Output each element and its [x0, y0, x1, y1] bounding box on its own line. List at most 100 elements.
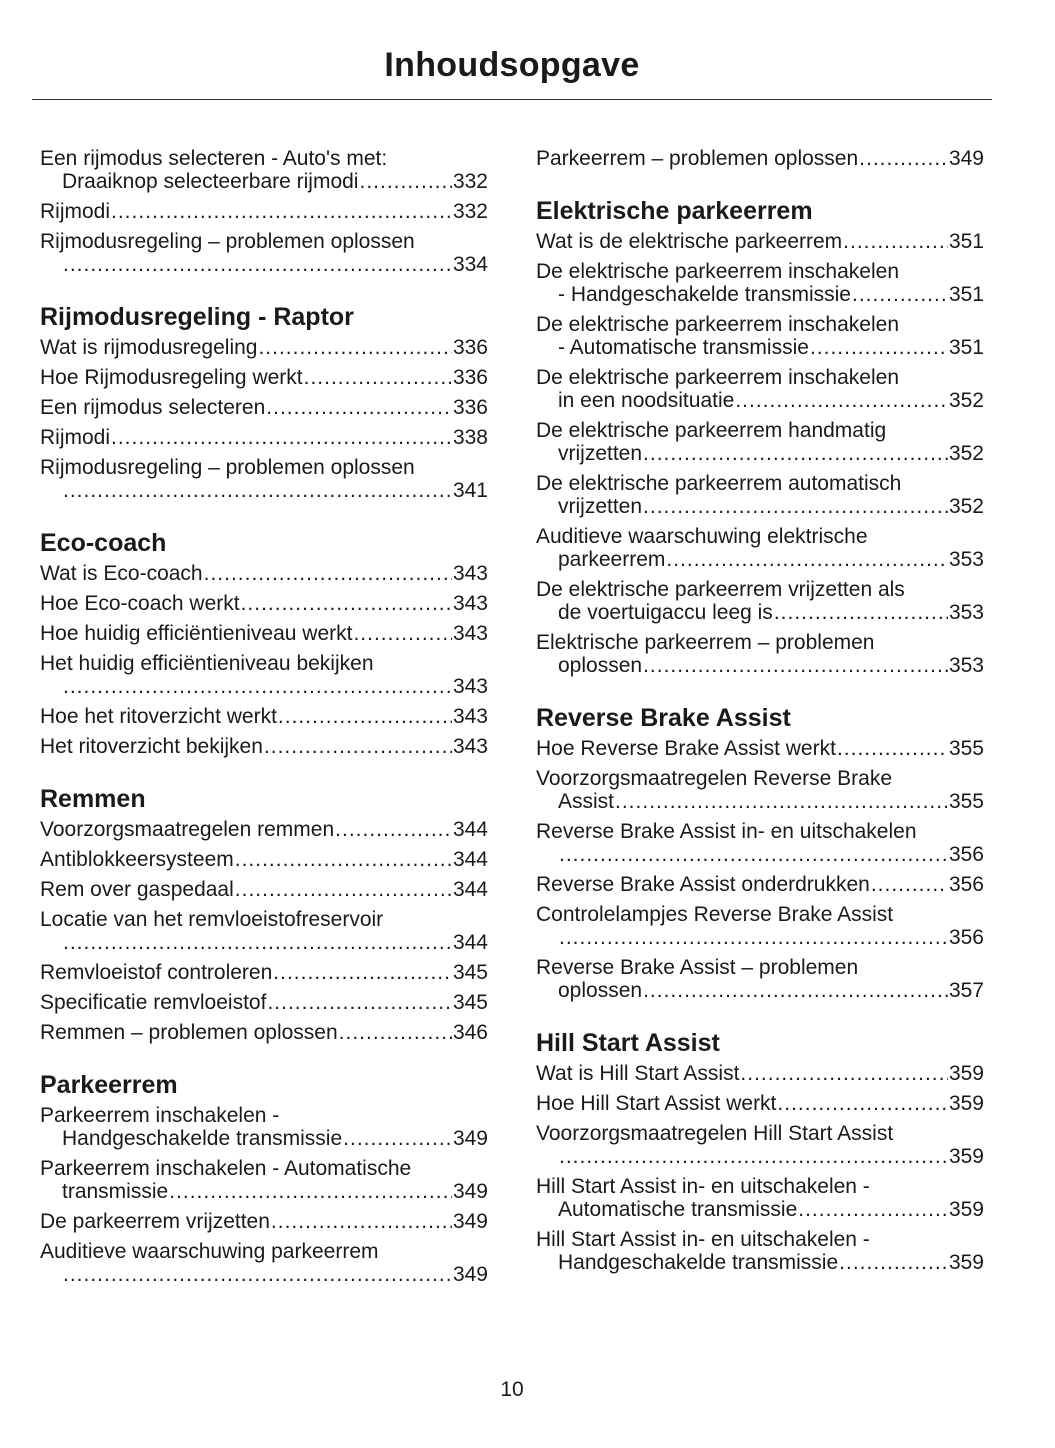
- entry-page-number: 356: [948, 843, 984, 866]
- toc-entry[interactable]: De elektrische parkeerrem automatisch vri…: [536, 472, 984, 518]
- dot-leader: [63, 1263, 452, 1286]
- toc-entry[interactable]: De elektrische parkeerrem inschakelen - A…: [536, 313, 984, 359]
- entry-page-number: 359: [948, 1198, 984, 1221]
- toc-entry[interactable]: Wat is rijmodusregeling 336: [40, 336, 488, 359]
- entry-text: Hoe Reverse Brake Assist werkt: [536, 737, 836, 760]
- toc-entry[interactable]: Specificatie remvloeistof 345: [40, 991, 488, 1014]
- toc-entry[interactable]: Controlelampjes Reverse Brake Assist 356: [536, 903, 984, 949]
- dot-leader: [859, 147, 948, 170]
- toc-entry[interactable]: De parkeerrem vrijzetten 349: [40, 1210, 488, 1233]
- entry-text: Hill Start Assist in- en uitschakelen -: [536, 1228, 870, 1251]
- entry-text: - Automatische transmissie: [558, 336, 809, 359]
- toc-entry[interactable]: Parkeerrem – problemen oplossen 349: [536, 147, 984, 170]
- toc-entry[interactable]: De elektrische parkeerrem inschakelen - H…: [536, 260, 984, 306]
- toc-entry[interactable]: Parkeerrem inschakelen - Handgeschakelde …: [40, 1104, 488, 1150]
- entry-text: Voorzorgsmaatregelen remmen: [40, 818, 335, 841]
- entry-page-number: 343: [452, 562, 488, 585]
- entry-page-number: 353: [948, 654, 984, 677]
- toc-entry[interactable]: Reverse Brake Assist – problemen oplossen…: [536, 956, 984, 1002]
- dot-leader: [63, 931, 452, 954]
- entry-text: Hoe Rijmodusregeling werkt: [40, 366, 303, 389]
- entry-page-number: 334: [452, 253, 488, 276]
- entry-text: Het huidig efficiëntieniveau bekijken: [40, 652, 374, 675]
- toc-entry[interactable]: Reverse Brake Assist onderdrukken 356: [536, 873, 984, 896]
- dot-leader: [798, 1198, 948, 1221]
- toc-entry[interactable]: De elektrische parkeerrem vrijzetten als…: [536, 578, 984, 624]
- entry-page-number: 344: [452, 848, 488, 871]
- toc-entry[interactable]: De elektrische parkeerrem handmatig vrijz…: [536, 419, 984, 465]
- toc-entry[interactable]: Hoe Reverse Brake Assist werkt 355: [536, 737, 984, 760]
- entry-page-number: 352: [948, 442, 984, 465]
- toc-entry[interactable]: Elektrische parkeerrem – problemen oploss…: [536, 631, 984, 677]
- entry-text: Controlelampjes Reverse Brake Assist: [536, 903, 894, 926]
- dot-leader: [735, 389, 948, 412]
- dot-leader: [643, 979, 948, 1002]
- entry-page-number: 353: [948, 548, 984, 571]
- toc-entry[interactable]: Rijmodusregeling – problemen oplossen 334: [40, 230, 488, 276]
- toc-entry[interactable]: Hoe huidig efficiëntieniveau werkt 343: [40, 622, 488, 645]
- toc-entry[interactable]: Hoe het ritoverzicht werkt 343: [40, 705, 488, 728]
- toc-entry[interactable]: Hill Start Assist in- en uitschakelen -H…: [536, 1228, 984, 1274]
- entry-text: Reverse Brake Assist in- en uitschakelen: [536, 820, 917, 843]
- toc-entry[interactable]: Voorzorgsmaatregelen remmen 344: [40, 818, 488, 841]
- section-heading: Reverse Brake Assist: [536, 704, 791, 732]
- entry-text: vrijzetten: [558, 442, 643, 465]
- entry-text: in een noodsituatie: [558, 389, 735, 412]
- entry-text: Een rijmodus selecteren: [40, 396, 266, 419]
- toc-entry[interactable]: Auditieve waarschuwing elektrische parkee…: [536, 525, 984, 571]
- toc-entry[interactable]: Hoe Eco-coach werkt 343: [40, 592, 488, 615]
- toc-entry[interactable]: Locatie van het remvloeistofreservoir 344: [40, 908, 488, 954]
- section-heading: Rijmodusregeling - Raptor: [40, 303, 354, 331]
- toc-entry[interactable]: Rijmodusregeling – problemen oplossen 341: [40, 456, 488, 502]
- entry-text: Rijmodi: [40, 200, 111, 223]
- entry-page-number: 351: [948, 283, 984, 306]
- entry-text: Wat is rijmodusregeling: [40, 336, 258, 359]
- toc-entry[interactable]: Hoe Hill Start Assist werkt 359: [536, 1092, 984, 1115]
- toc-entry[interactable]: Het ritoverzicht bekijken 343: [40, 735, 488, 758]
- toc-entry[interactable]: Rem over gaspedaal 344: [40, 878, 488, 901]
- toc-column-right: Parkeerrem – problemen oplossen 349 Elektr…: [536, 147, 984, 1281]
- toc-entry[interactable]: Een rijmodus selecteren - Auto's met: Dra…: [40, 147, 488, 193]
- toc-entry[interactable]: Parkeerrem inschakelen - Automatische tra…: [40, 1157, 488, 1203]
- dot-leader: [559, 1145, 948, 1168]
- toc-entry[interactable]: Reverse Brake Assist in- en uitschakelen…: [536, 820, 984, 866]
- entry-text: Parkeerrem inschakelen -: [40, 1104, 280, 1127]
- toc-entry[interactable]: Een rijmodus selecteren 336: [40, 396, 488, 419]
- dot-leader: [271, 1210, 452, 1233]
- entry-page-number: 349: [452, 1127, 488, 1150]
- dot-leader: [559, 926, 948, 949]
- dot-leader: [273, 961, 452, 984]
- entry-page-number: 336: [452, 396, 488, 419]
- dot-leader: [258, 336, 451, 359]
- entry-page-number: 349: [452, 1263, 488, 1286]
- entry-text: Elektrische parkeerrem – problemen: [536, 631, 875, 654]
- entry-page-number: 353: [948, 601, 984, 624]
- toc-entry[interactable]: Voorzorgsmaatregelen Hill Start Assist 35…: [536, 1122, 984, 1168]
- page-title: Inhoudsopgave: [384, 46, 640, 84]
- toc-entry[interactable]: Rijmodi 338: [40, 426, 488, 449]
- toc-entry[interactable]: Hill Start Assist in- en uitschakelen -A…: [536, 1175, 984, 1221]
- dot-leader: [559, 843, 948, 866]
- toc-entry[interactable]: Wat is de elektrische parkeerrem 351: [536, 230, 984, 253]
- toc-entry[interactable]: Het huidig efficiëntieniveau bekijken 343: [40, 652, 488, 698]
- toc-entry[interactable]: Hoe Rijmodusregeling werkt 336: [40, 366, 488, 389]
- entry-text: Handgeschakelde transmissie: [558, 1251, 839, 1274]
- entry-text: Hoe het ritoverzicht werkt: [40, 705, 277, 728]
- dot-leader: [63, 479, 452, 502]
- toc-entry[interactable]: Auditieve waarschuwing parkeerrem 349: [40, 1240, 488, 1286]
- toc-entry[interactable]: De elektrische parkeerrem inschakelen in …: [536, 366, 984, 412]
- toc-entry[interactable]: Wat is Hill Start Assist 359: [536, 1062, 984, 1085]
- toc-entry[interactable]: Rijmodi 332: [40, 200, 488, 223]
- dot-leader: [204, 562, 452, 585]
- entry-page-number: 346: [452, 1021, 488, 1044]
- toc-entry[interactable]: Remmen – problemen oplossen 346: [40, 1021, 488, 1044]
- toc-entry[interactable]: Voorzorgsmaatregelen Reverse Brake Assist…: [536, 767, 984, 813]
- toc-entry[interactable]: Wat is Eco-coach 343: [40, 562, 488, 585]
- entry-text: Rijmodusregeling – problemen oplossen: [40, 230, 415, 253]
- dot-leader: [810, 336, 948, 359]
- toc-entry[interactable]: Remvloeistof controleren 345: [40, 961, 488, 984]
- dot-leader: [359, 170, 451, 193]
- toc-entry[interactable]: Antiblokkeersysteem 344: [40, 848, 488, 871]
- dot-leader: [278, 705, 452, 728]
- dot-leader: [235, 848, 452, 871]
